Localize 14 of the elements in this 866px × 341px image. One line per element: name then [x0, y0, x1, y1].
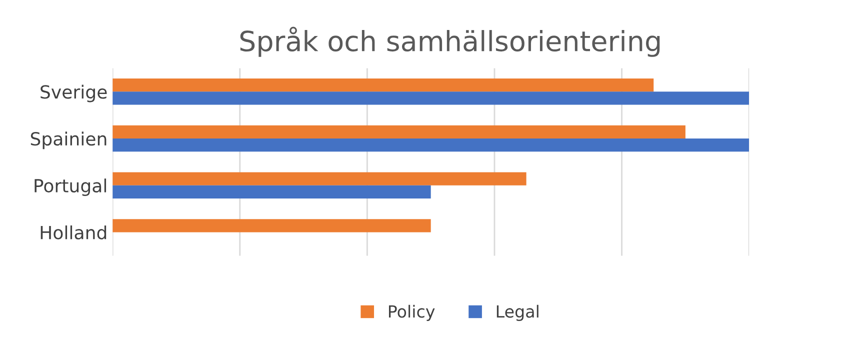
legend-label: Legal	[496, 304, 538, 321]
bar	[112, 219, 431, 232]
chart-title: Språk och samhällsorientering	[240, 26, 660, 57]
y-tick-label: Sverige	[40, 84, 107, 102]
y-tick-label: Holland	[40, 225, 106, 240]
y-tick-label: Spainien	[30, 132, 106, 150]
legend-label: Policy	[388, 304, 435, 321]
bar	[112, 172, 526, 186]
bar	[112, 92, 750, 105]
bar	[112, 138, 750, 152]
bar	[112, 125, 686, 139]
bar	[112, 78, 654, 92]
y-tick-label: Portugal	[34, 178, 106, 196]
bar	[112, 185, 431, 199]
